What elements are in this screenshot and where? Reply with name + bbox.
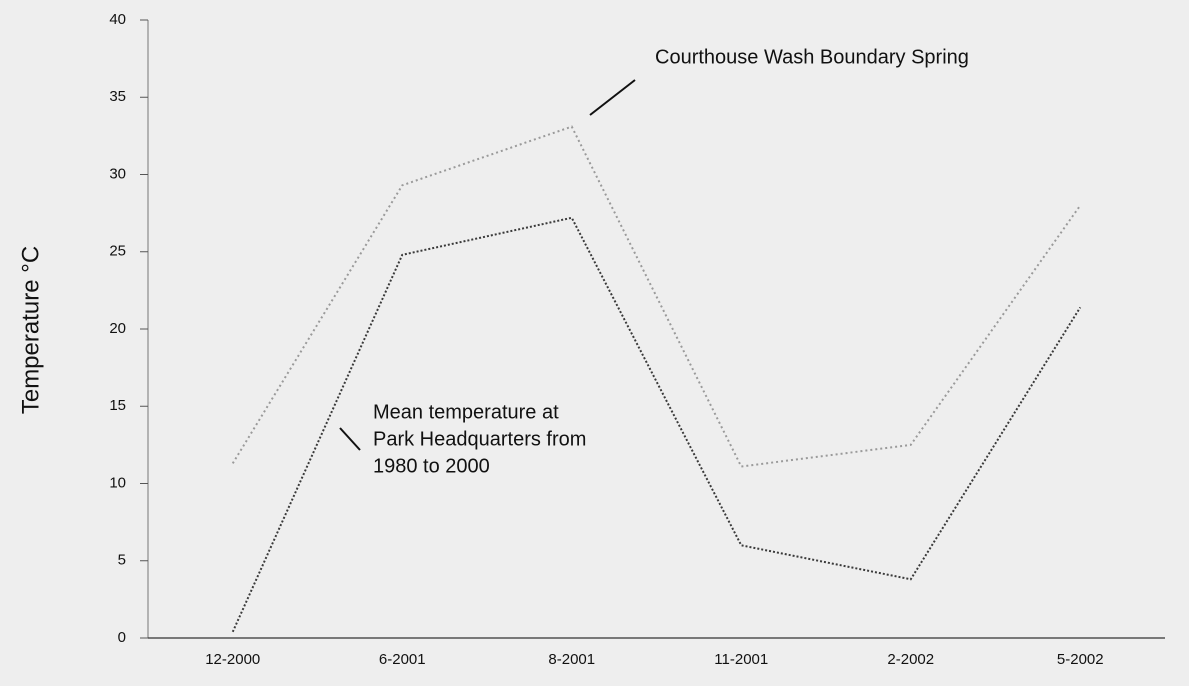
x-tick-label: 5-2002 [1057, 651, 1104, 668]
annotation: 1980 to 2000 [373, 455, 490, 477]
data-line [231, 125, 1082, 468]
y-tick-label: 5 [118, 552, 126, 569]
annotation: Courthouse Wash Boundary Spring [655, 46, 969, 68]
annotation-leader [339, 427, 361, 451]
y-tick-label: 15 [109, 397, 126, 414]
y-tick-label: 20 [109, 320, 126, 337]
y-tick-label: 35 [109, 88, 126, 105]
annotation-leader [589, 79, 636, 116]
x-tick-label: 11-2001 [714, 651, 768, 668]
data-line [231, 216, 1082, 633]
y-tick-label: 0 [118, 629, 126, 646]
x-tick-label: 2-2002 [887, 651, 934, 668]
y-axis-label: Temperature °C [17, 246, 44, 414]
x-tick-label: 6-2001 [379, 651, 426, 668]
annotation: Park Headquarters from [373, 428, 586, 450]
x-tick-label: 8-2001 [548, 651, 595, 668]
y-tick-label: 40 [109, 11, 126, 28]
y-tick-label: 30 [109, 165, 126, 182]
annotation: Mean temperature at [373, 401, 559, 423]
y-tick-label: 10 [109, 474, 126, 491]
y-tick-label: 25 [109, 243, 126, 260]
x-tick-label: 12-2000 [205, 651, 260, 668]
